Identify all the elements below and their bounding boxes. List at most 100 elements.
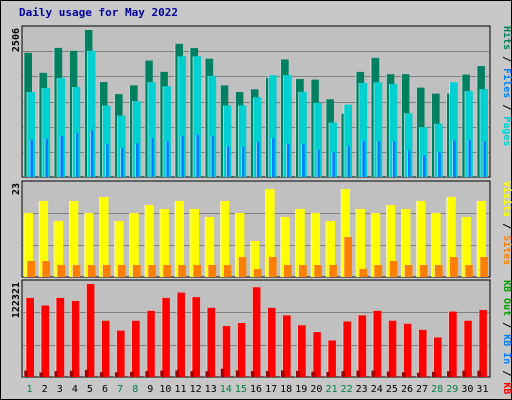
kbytes-bar	[26, 297, 34, 377]
kbytes-bar	[222, 326, 231, 377]
kbytes-bar	[282, 315, 291, 377]
kbin-bar	[129, 371, 134, 377]
files-bar	[392, 141, 396, 177]
kbin-bar	[461, 370, 466, 377]
visits-bar	[265, 189, 275, 277]
visits-bar	[431, 213, 441, 277]
files-bar	[301, 144, 305, 177]
kbytes-bar	[207, 307, 216, 377]
kbin-bar	[386, 371, 391, 377]
sites-bar	[359, 269, 368, 277]
day-label: 16	[250, 384, 262, 395]
files-bar	[105, 144, 109, 177]
files-bar	[90, 130, 94, 177]
kbytes-bar	[56, 297, 65, 377]
sites-bar	[283, 265, 292, 277]
kbin-bar	[476, 370, 481, 377]
files-bar	[467, 139, 471, 177]
sites-bar	[344, 237, 353, 277]
files-bar	[45, 138, 49, 177]
kbytes-bar	[358, 315, 367, 377]
day-label: 29	[446, 384, 458, 395]
day-label: 12	[190, 384, 202, 395]
kbin-bar	[431, 371, 436, 377]
files-bar	[347, 145, 351, 177]
visits-bar	[386, 205, 396, 277]
pages-bar	[253, 97, 262, 177]
visits-bar	[341, 189, 351, 277]
sites-bar	[147, 265, 156, 277]
sites-bar	[464, 265, 473, 277]
sites-bar	[479, 257, 488, 277]
kbin-bar	[325, 371, 330, 377]
legend-hits-files-pages: Hits / Files / Pages	[501, 26, 512, 146]
sites-bar	[162, 265, 171, 277]
legend-separator: /	[501, 98, 512, 116]
kbin-bar	[159, 370, 164, 377]
visits-bar	[356, 209, 366, 277]
files-bar	[196, 134, 200, 177]
sites-bar	[374, 265, 383, 277]
pages-bar	[132, 101, 141, 177]
pages-bar	[344, 104, 353, 177]
kbin-bar	[190, 371, 195, 377]
sites-bar	[298, 265, 307, 277]
pages-bar	[283, 75, 292, 177]
kbin-bar	[114, 372, 119, 377]
kbytes-bar	[176, 292, 185, 377]
kbin-bar	[39, 372, 44, 377]
kbytes-bar	[343, 321, 352, 377]
kbin-bar	[446, 371, 451, 377]
kbin-bar	[250, 371, 255, 377]
kbin-bar	[235, 370, 240, 377]
kbin-bar	[341, 371, 346, 377]
legend-item: Visits	[501, 181, 512, 217]
files-bar	[135, 143, 139, 177]
kbytes-bar	[41, 305, 50, 377]
files-bar	[30, 139, 33, 177]
pages-bar	[359, 82, 368, 177]
legend-separator: /	[501, 364, 512, 382]
sites-bar	[449, 257, 458, 277]
files-bar	[407, 150, 411, 177]
pages-bar	[87, 50, 96, 178]
day-label: 20	[310, 384, 322, 395]
pages-bar	[147, 82, 156, 177]
kbin-bar	[356, 370, 361, 377]
files-bar	[165, 141, 169, 177]
sites-bar	[253, 269, 262, 277]
sites-bar	[72, 265, 81, 277]
pages-bar	[449, 82, 458, 177]
files-bar	[316, 150, 320, 177]
visits-bar	[205, 217, 215, 277]
files-bar	[271, 138, 275, 177]
kbin-bar	[144, 371, 149, 377]
files-bar	[150, 138, 154, 177]
kbin-bar	[401, 372, 406, 377]
visits-bar	[461, 217, 471, 277]
pages-bar	[313, 102, 322, 177]
legend-item: Hits	[501, 26, 512, 50]
pages-bar	[268, 75, 277, 177]
day-label: 6	[102, 384, 108, 395]
kbytes-bar	[146, 310, 155, 377]
pages-bar	[238, 105, 247, 177]
day-label: 31	[476, 384, 488, 395]
visits-bar	[280, 217, 290, 277]
pages-bar	[223, 105, 232, 177]
kbytes-bar	[373, 310, 382, 377]
files-bar	[256, 142, 260, 177]
sites-bar	[193, 265, 202, 277]
pages-bar	[42, 87, 51, 177]
files-bar	[362, 141, 366, 177]
kbytes-bar	[312, 332, 321, 377]
sites-bar	[87, 265, 96, 277]
sites-bar	[42, 261, 51, 277]
day-label: 22	[341, 384, 353, 395]
sites-bar	[102, 265, 111, 277]
sites-bar	[328, 265, 337, 277]
visits-bar	[295, 209, 305, 277]
visits-bar	[416, 201, 426, 277]
visits-bar	[190, 209, 200, 277]
kbin-bar	[310, 371, 315, 377]
